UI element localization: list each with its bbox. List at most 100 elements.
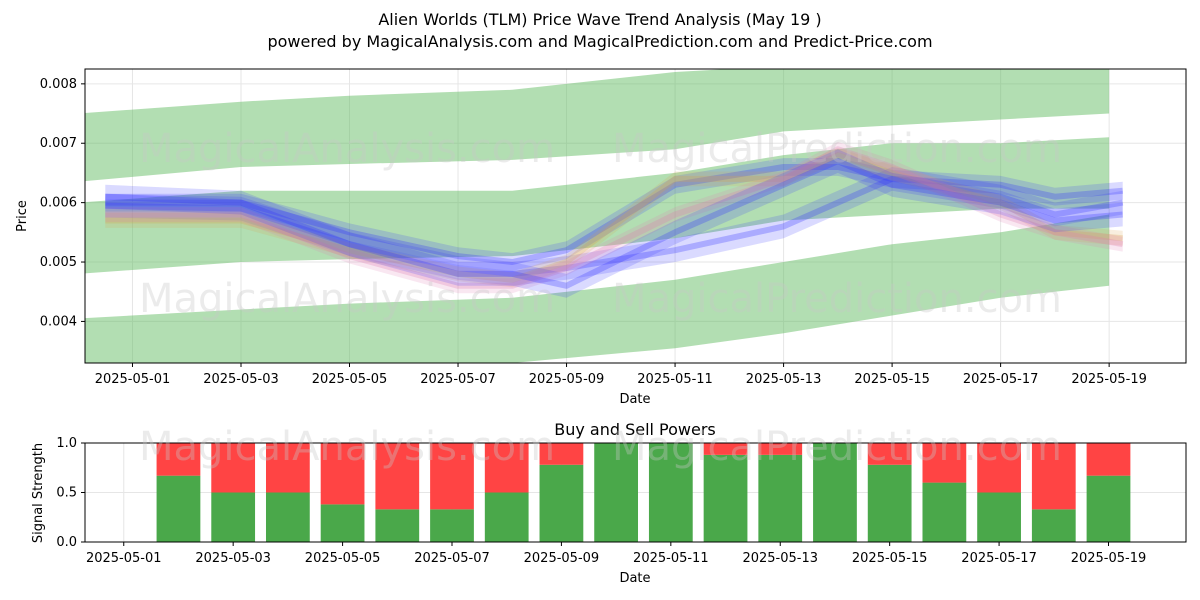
signal-y-tick-label: 1.0 [56, 436, 77, 451]
price-x-tick-label: 2025-05-13 [746, 372, 822, 387]
signal-bars [156, 443, 1131, 542]
price-x-tick-label: 2025-05-19 [1071, 372, 1147, 387]
wave-band [105, 147, 1123, 288]
signal-x-tick-label: 2025-05-13 [742, 551, 818, 566]
sell-bar [703, 443, 748, 455]
price-x-tick-label: 2025-05-07 [420, 372, 496, 387]
wave-line [105, 164, 1123, 265]
sell-bar [430, 443, 474, 510]
watermark-analysis: MagicalAnalysis.com [139, 276, 555, 322]
sell-bar [758, 443, 803, 455]
signal-x-tick-label: 2025-05-11 [633, 551, 709, 566]
sell-bar [156, 443, 201, 476]
signal-y-ticks: 0.0 0.5 1.0 [56, 436, 85, 550]
signal-y-tick-label: 0.5 [56, 486, 77, 501]
price-y-ticks: 0.004 0.005 0.006 0.007 0.008 [40, 77, 85, 329]
buy-bar [758, 454, 803, 542]
wave-band [105, 141, 1123, 294]
price-x-tick-label: 2025-05-01 [95, 372, 171, 387]
buy-bar [320, 504, 365, 542]
trend-band-upper [85, 69, 1110, 182]
sell-bar [1031, 443, 1076, 510]
wave-line [105, 146, 1124, 289]
sell-bar [1086, 443, 1131, 476]
buy-bar [648, 443, 693, 542]
watermark-analysis: MagicalAnalysis.com [139, 424, 555, 470]
wave-line [105, 175, 1124, 277]
buy-bar [1086, 475, 1131, 542]
chart-subtitle: powered by MagicalAnalysis.com and Magic… [267, 32, 932, 51]
sell-bar [484, 443, 529, 493]
signal-x-tick-label: 2025-05-01 [86, 551, 162, 566]
price-grid [85, 69, 1186, 363]
watermark-prediction: MagicalPrediction.com [612, 276, 1062, 322]
price-x-tick-label: 2025-05-09 [529, 372, 605, 387]
sell-bar [867, 443, 912, 465]
signal-x-axis-label: Date [619, 571, 650, 586]
price-y-tick-label: 0.006 [40, 196, 77, 211]
signal-x-tick-label: 2025-05-17 [961, 551, 1037, 566]
watermark-analysis: MagicalAnalysis.com [139, 126, 555, 172]
buy-bar [265, 492, 310, 542]
buy-bar [977, 492, 1021, 542]
wave-band [105, 158, 1123, 271]
signal-x-tick-label: 2025-05-09 [524, 551, 600, 566]
buy-bar [211, 492, 256, 542]
trend-band-middle [85, 137, 1110, 274]
signal-x-tick-label: 2025-05-15 [852, 551, 928, 566]
price-y-tick-label: 0.004 [40, 314, 77, 329]
buy-bar [703, 454, 748, 542]
price-y-tick-label: 0.007 [40, 136, 77, 151]
price-y-axis-label: Price [15, 200, 30, 232]
sell-bar [211, 443, 256, 493]
wave-band [105, 149, 1123, 298]
buy-bar [813, 443, 857, 542]
buy-bar [484, 492, 529, 542]
sell-bar [320, 443, 365, 505]
signal-x-tick-label: 2025-05-07 [414, 551, 490, 566]
price-x-axis-label: Date [619, 392, 650, 407]
price-y-tick-label: 0.005 [40, 255, 77, 270]
signal-x-ticks: 2025-05-01 2025-05-03 2025-05-05 2025-05-07… [86, 542, 1146, 566]
signal-x-tick-label: 2025-05-19 [1071, 551, 1147, 566]
trend-band-lower [85, 214, 1110, 363]
buy-bar [1031, 509, 1076, 542]
signal-x-tick-label: 2025-05-03 [195, 551, 271, 566]
signal-plot: Buy and Sell Powers 0.0 0.5 1.0 2025-05-01… [31, 420, 1187, 586]
sell-bar [539, 443, 584, 465]
price-x-tick-label: 2025-05-03 [203, 372, 279, 387]
signal-x-tick-label: 2025-05-05 [305, 551, 381, 566]
sell-bar [977, 443, 1021, 493]
price-plot-frame [84, 68, 1187, 364]
signal-plot-title: Buy and Sell Powers [554, 420, 716, 439]
price-x-tick-label: 2025-05-15 [854, 372, 930, 387]
watermark-prediction: MagicalPrediction.com [612, 424, 1062, 470]
sell-bar [375, 443, 420, 510]
buy-bar [539, 464, 584, 542]
price-x-tick-label: 2025-05-11 [637, 372, 713, 387]
price-x-tick-label: 2025-05-05 [312, 372, 388, 387]
sell-bar [922, 443, 967, 483]
sell-bar [265, 443, 310, 493]
price-y-tick-label: 0.008 [40, 77, 77, 92]
watermark-prediction: MagicalPrediction.com [612, 126, 1062, 172]
chart-title: Alien Worlds (TLM) Price Wave Trend Anal… [378, 10, 821, 29]
wave-line [105, 152, 1123, 283]
trend-bands [85, 69, 1110, 363]
buy-bar [922, 482, 967, 542]
signal-y-tick-label: 0.0 [56, 535, 77, 550]
wave-line [105, 158, 1123, 289]
buy-bar [375, 509, 420, 542]
buy-bar [594, 443, 639, 542]
wave-band [105, 167, 1123, 286]
signal-y-axis-label: Signal Strength [31, 443, 46, 543]
price-x-ticks: 2025-05-01 2025-05-03 2025-05-05 2025-05-07… [95, 363, 1147, 387]
price-x-tick-label: 2025-05-17 [963, 372, 1039, 387]
buy-bar [867, 464, 912, 542]
wave-series [105, 141, 1124, 298]
buy-bar [430, 509, 474, 542]
buy-bar [156, 475, 201, 542]
